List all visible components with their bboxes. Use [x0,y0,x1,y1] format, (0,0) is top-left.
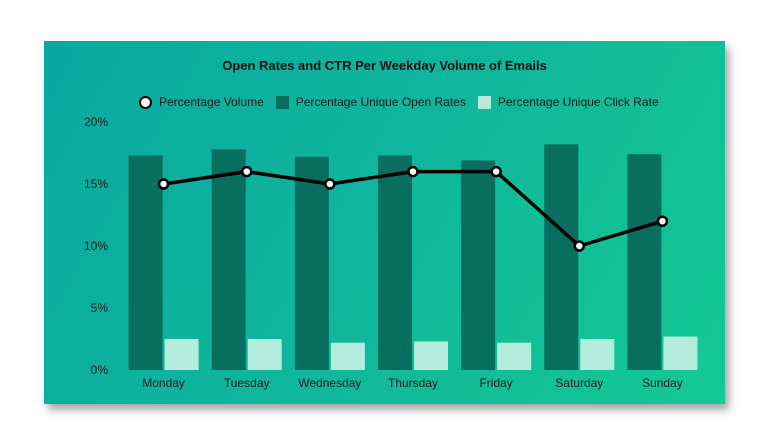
bar-click-rate[interactable] [580,339,615,370]
point-volume[interactable] [656,215,669,227]
bar-click-rate[interactable] [247,339,282,370]
point-volume[interactable] [157,178,170,190]
y-tick-label: 0% [91,363,109,377]
x-tick-label: Tuesday [224,376,270,390]
legend-item-click-rate[interactable]: Percentage Unique Click Rate [477,95,659,109]
legend-label-volume: Percentage Volume [159,95,264,109]
legend-swatch-click-rate-icon [477,95,491,109]
point-volume[interactable] [573,240,586,252]
bar-open-rate[interactable] [461,160,496,370]
x-tick-label: Thursday [388,376,438,390]
legend-item-volume[interactable]: Percentage Volume [139,95,264,109]
legend-label-open-rates: Percentage Unique Open Rates [295,95,466,109]
point-volume[interactable] [240,165,253,178]
chart-legend: Percentage Volume Percentage Unique Open… [139,95,659,109]
y-tick-label: 10% [84,239,108,253]
bar-open-rate[interactable] [294,156,329,370]
x-tick-label: Saturday [555,376,603,390]
x-tick-label: Monday [142,376,185,390]
x-tick-label: Friday [479,376,512,390]
legend-line-marker-icon [139,95,152,109]
bar-open-rate[interactable] [211,149,246,370]
legend-item-open-rates[interactable]: Percentage Unique Open Rates [275,95,466,109]
bar-click-rate[interactable] [330,342,365,370]
legend-label-click-rate: Percentage Unique Click Rate [497,95,659,109]
bar-open-rate[interactable] [378,155,412,370]
legend-swatch-open-rates-icon [275,95,289,109]
y-tick-label: 5% [91,301,109,315]
bar-open-rate[interactable] [627,154,662,370]
point-volume[interactable] [490,165,502,178]
chart-plot-area: 0% 5% 10% 15% 20% Monday Tuesday Wednesday Thurs… [84,115,698,390]
y-tick-label: 20% [84,115,108,129]
point-volume[interactable] [407,165,419,178]
bar-click-rate[interactable] [663,336,698,370]
bar-click-rate[interactable] [164,339,199,370]
bar-click-rate[interactable] [497,342,532,370]
bar-open-rate[interactable] [544,144,579,370]
x-tick-label: Wednesday [298,376,361,390]
point-volume[interactable] [324,178,336,190]
bar-open-rate[interactable] [128,155,163,370]
chart-title: Open Rates and CTR Per Weekday Volume of… [222,58,547,73]
y-tick-label: 15% [84,177,108,191]
chart-card: Open Rates and CTR Per Weekday Volume of… [44,41,725,404]
bar-click-rate[interactable] [414,341,448,370]
x-tick-label: Sunday [642,376,683,390]
